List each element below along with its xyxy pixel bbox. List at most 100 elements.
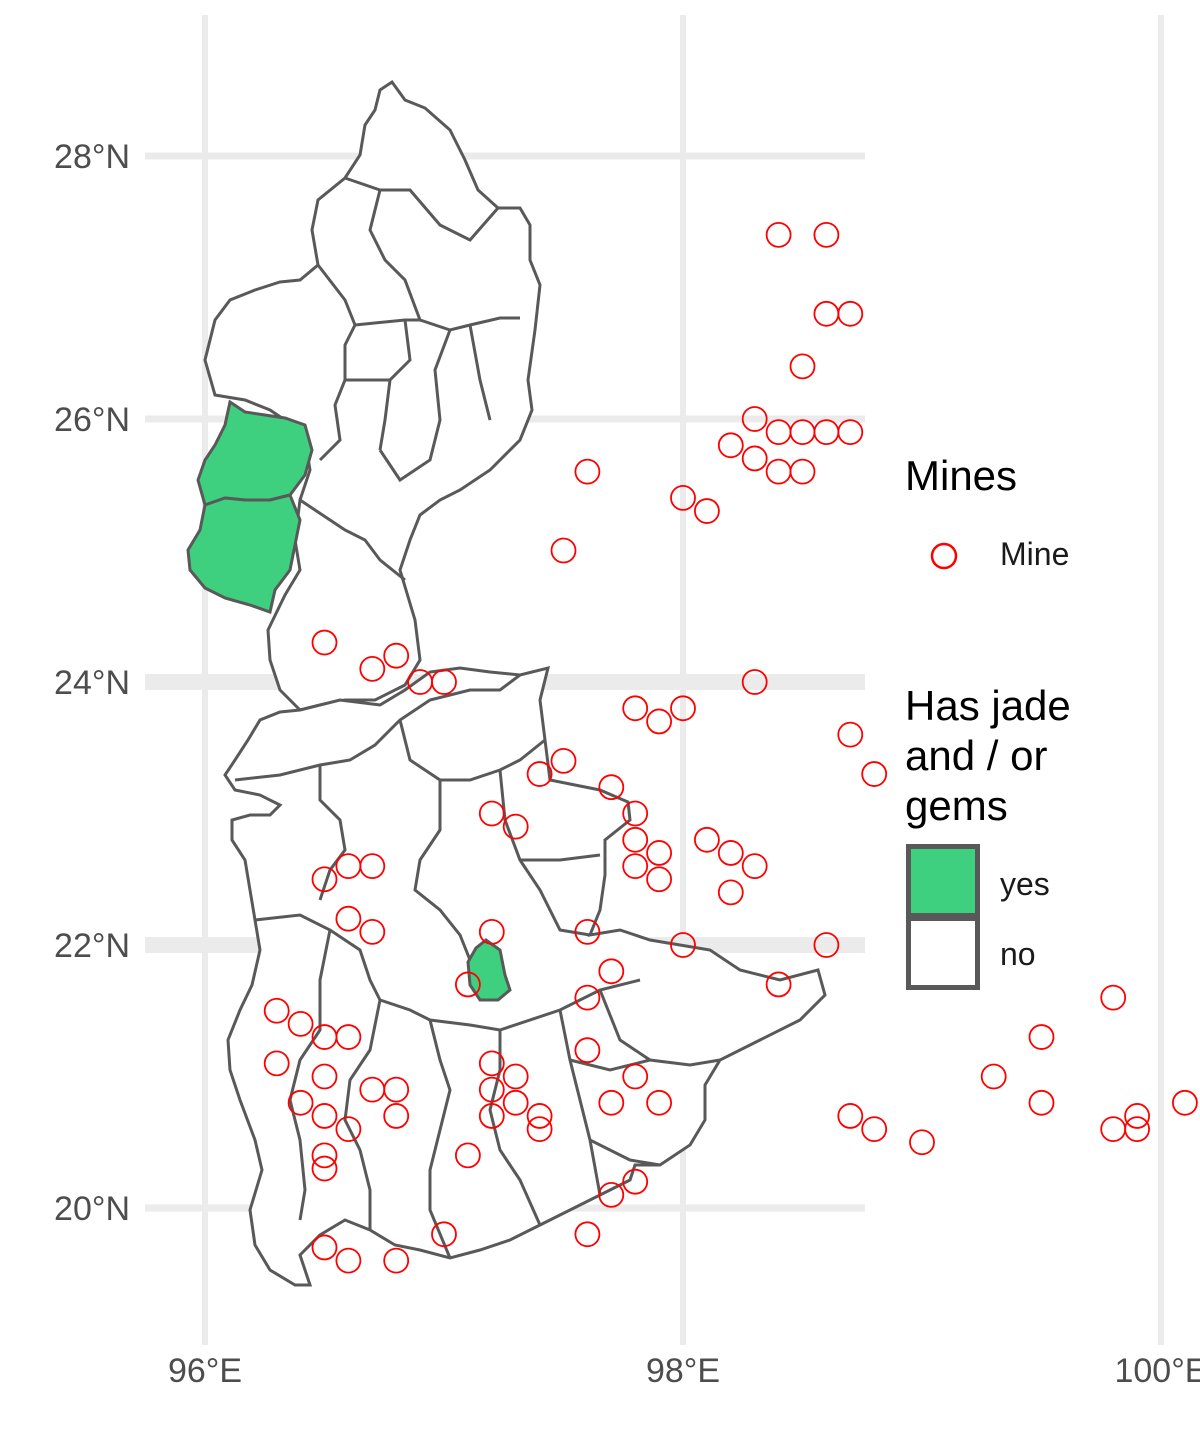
mine-point-28	[861, 761, 888, 787]
mine-point-50	[670, 932, 696, 958]
mine-point-79	[646, 1089, 672, 1116]
mine-point-14	[574, 458, 601, 485]
mine-point-56	[1100, 984, 1127, 1011]
mine-point-52	[598, 958, 625, 985]
mine-point-67	[335, 1116, 362, 1142]
mine-point-18	[311, 629, 338, 656]
region-north	[203, 79, 542, 712]
mine-point-23	[741, 669, 768, 695]
mine-point-47	[359, 918, 386, 945]
mine-point-66	[311, 1103, 338, 1129]
mine-point-58	[287, 1011, 314, 1037]
mine-point-48	[478, 918, 505, 945]
legend-label-mine: Mine	[1000, 536, 1070, 572]
mine-point-31	[598, 774, 625, 801]
y-tick-label-1: 26°N	[54, 401, 130, 439]
legend-title-jade-line-1: Has jade	[905, 682, 1071, 729]
mine-point-0	[765, 221, 792, 248]
mine-point-27	[837, 721, 864, 748]
mine-point-19	[359, 655, 386, 682]
mine-point-73	[502, 1089, 529, 1116]
mine-point-92	[1124, 1103, 1150, 1129]
mine-point-16	[694, 498, 720, 524]
mine-point-77	[622, 1063, 649, 1090]
mine-point-46	[335, 905, 362, 932]
mine-point-36	[646, 840, 672, 866]
mine-point-80	[383, 1103, 410, 1129]
mine-point-72	[478, 1076, 505, 1103]
mine-point-5	[741, 406, 768, 432]
mine-point-45	[359, 853, 386, 879]
mine-point-11	[741, 445, 768, 472]
mine-point-94	[1100, 1116, 1127, 1142]
region-internal-line-south	[234, 673, 721, 1259]
mine-point-83	[622, 1168, 649, 1195]
mine-point-65	[287, 1089, 314, 1116]
y-tick-label-0: 28°N	[54, 138, 130, 176]
mine-point-41	[646, 866, 672, 893]
mine-point-34	[502, 813, 529, 840]
legend-label-yes: yes	[1000, 866, 1050, 902]
mine-point-57	[263, 997, 290, 1024]
mine-point-90	[1028, 1024, 1055, 1050]
mine-point-22	[431, 669, 457, 695]
mine-legend-key	[930, 542, 958, 570]
jade-region-north-west-2	[186, 493, 302, 614]
mine-point-32	[622, 800, 649, 827]
mine-point-17	[550, 537, 577, 564]
mine-point-61	[263, 1050, 290, 1077]
mine-point-30	[550, 748, 577, 774]
mine-point-64	[383, 1076, 410, 1103]
mine-point-7	[789, 419, 816, 446]
mine-point-86	[861, 1116, 888, 1142]
legend-title-mines: Mines	[905, 452, 1018, 499]
mine-point-3	[837, 300, 864, 327]
mine-point-88	[980, 1063, 1007, 1090]
y-tick-label-4: 20°N	[54, 1190, 130, 1228]
jade-region-central	[466, 938, 512, 1002]
x-tick-label-2: 100°E	[1114, 1352, 1200, 1390]
x-axis-ticks: 96°E 98°E 100°E	[168, 1352, 1200, 1390]
legend-title-jade-line-3: gems	[905, 782, 1008, 829]
mine-point-40	[622, 853, 649, 879]
mine-points	[263, 221, 1198, 1274]
mine-point-98	[335, 1247, 362, 1274]
mine-point-85	[837, 1103, 864, 1129]
mine-point-49	[574, 918, 601, 945]
mine-point-33	[478, 800, 505, 827]
y-tick-label-2: 24°N	[54, 664, 130, 702]
mine-point-71	[502, 1063, 529, 1090]
mine-point-24	[622, 695, 649, 722]
mine-point-53	[454, 971, 481, 998]
mine-point-81	[454, 1142, 481, 1169]
fill-key-yes	[906, 844, 980, 918]
mine-point-20	[383, 642, 410, 669]
mine-point-101	[574, 1221, 601, 1248]
mine-point-87	[909, 1129, 935, 1156]
mine-point-69	[311, 1155, 338, 1182]
y-tick-label-3: 22°N	[54, 927, 130, 965]
mine-point-54	[574, 984, 601, 1011]
mine-point-10	[717, 432, 744, 459]
mine-point-15	[670, 484, 696, 511]
mine-point-9	[837, 419, 864, 446]
mine-point-82	[526, 1116, 553, 1142]
x-tick-label-0: 96°E	[168, 1352, 242, 1390]
x-tick-label-1: 98°E	[646, 1352, 720, 1390]
mine-point-26	[670, 695, 696, 722]
mine-point-4	[789, 353, 816, 380]
mine-point-91	[1172, 1089, 1198, 1116]
mine-point-39	[741, 853, 768, 879]
mine-point-93	[1124, 1116, 1150, 1142]
mine-point-76	[574, 1037, 601, 1064]
mine-point-43	[311, 866, 338, 893]
mine-point-97	[311, 1234, 338, 1261]
mine-point-25	[646, 708, 672, 735]
mine-point-78	[598, 1089, 625, 1116]
mine-point-51	[813, 932, 840, 958]
legend-title-jade-line-2: and / or	[905, 732, 1048, 779]
mine-point-75	[478, 1103, 505, 1129]
mine-point-13	[789, 458, 816, 485]
mine-point-74	[526, 1103, 553, 1129]
mine-point-70	[478, 1050, 505, 1077]
